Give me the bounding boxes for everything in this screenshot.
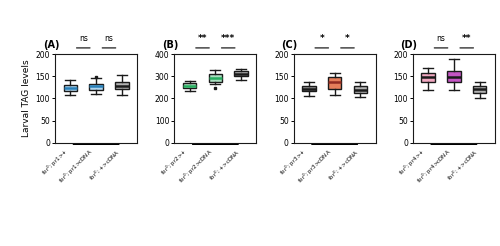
Text: for$^0$; pr4>cDNA: for$^0$; pr4>cDNA [415,147,454,186]
Text: (A): (A) [42,40,59,50]
Text: for$^0$; pr1>cDNA: for$^0$; pr1>cDNA [57,147,96,186]
Text: for$^0$; pr1>+: for$^0$; pr1>+ [39,147,70,178]
Bar [234,71,248,76]
Text: for$^0$; pr2>cDNA: for$^0$; pr2>cDNA [176,147,216,186]
Text: for$^0$; pr4>+: for$^0$; pr4>+ [397,147,428,178]
Text: ***: *** [221,34,236,43]
Bar [90,84,103,91]
Text: for$^0$; +>cDNA: for$^0$; +>cDNA [206,147,241,182]
Text: **: ** [462,34,471,43]
Bar [422,73,435,82]
Bar [302,86,316,91]
Text: for$^0$; pr2>+: for$^0$; pr2>+ [158,147,190,178]
Bar [208,75,222,82]
Bar [328,77,342,89]
Bar [354,86,367,93]
Bar [447,71,460,82]
Text: **: ** [198,34,207,43]
Text: (D): (D) [400,40,417,50]
Bar [115,82,128,89]
Text: for$^0$; pr3>cDNA: for$^0$; pr3>cDNA [296,147,335,186]
Bar [183,83,196,88]
Bar [473,86,486,93]
Text: ns: ns [104,34,114,43]
Text: for$^0$; +>cDNA: for$^0$; +>cDNA [445,147,480,182]
Text: ns: ns [79,34,88,43]
Y-axis label: Larval TAG levels: Larval TAG levels [22,60,32,137]
Text: *: * [320,34,324,43]
Text: *: * [345,34,350,43]
Bar [64,85,77,91]
Text: (C): (C) [281,40,297,50]
Text: for$^0$; +>cDNA: for$^0$; +>cDNA [87,147,122,182]
Text: for$^0$; pr3>+: for$^0$; pr3>+ [278,147,309,178]
Text: ns: ns [436,34,446,43]
Text: for$^0$; +>cDNA: for$^0$; +>cDNA [326,147,360,182]
Text: (B): (B) [162,40,178,50]
